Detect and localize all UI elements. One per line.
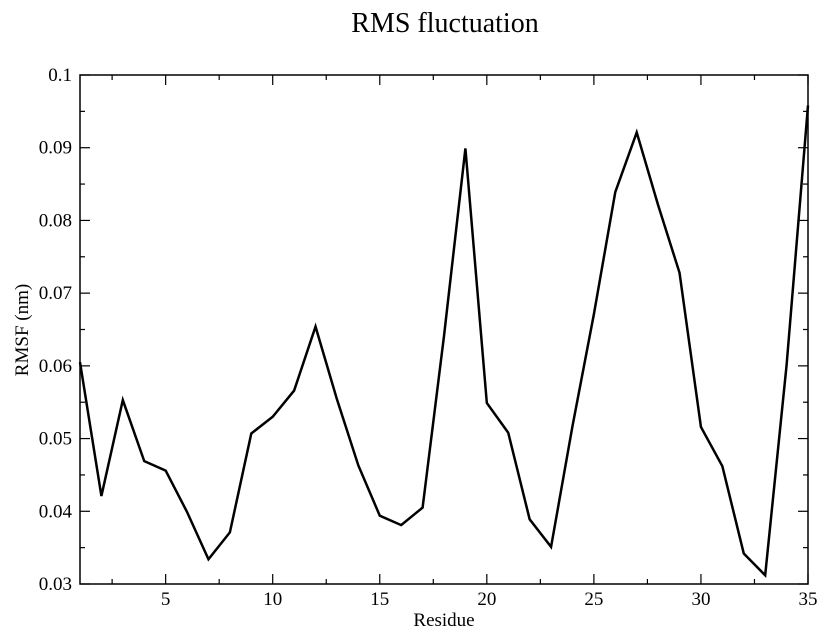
y-axis-label: RMSF (nm) xyxy=(12,284,33,376)
chart-title: RMS fluctuation xyxy=(351,8,538,39)
y-tick-label: 0.1 xyxy=(48,65,72,86)
axis-ticks: 5 10 15 20 25 30 35 0.03 0.04 0.05 0.06 0.07 0.08 0.0… xyxy=(39,65,818,610)
y-tick-label: 0.08 xyxy=(39,210,72,231)
rmsf-series-line xyxy=(78,105,810,579)
y-tick-label: 0.06 xyxy=(39,356,72,377)
x-tick-label: 30 xyxy=(691,589,710,610)
x-tick-label: 10 xyxy=(263,589,282,610)
x-tick-label: 20 xyxy=(477,589,496,610)
y-tick-label: 0.09 xyxy=(39,138,72,159)
x-tick-label: 35 xyxy=(799,589,818,610)
x-tick-label: 15 xyxy=(370,589,389,610)
y-tick-label: 0.05 xyxy=(39,429,72,450)
y-tick-label: 0.04 xyxy=(39,501,73,522)
x-tick-label: 25 xyxy=(584,589,603,610)
x-tick-label: 5 xyxy=(161,589,171,610)
x-axis-label: Residue xyxy=(413,610,474,629)
y-tick-label: 0.07 xyxy=(39,283,72,304)
y-tick-label: 0.03 xyxy=(39,574,72,595)
